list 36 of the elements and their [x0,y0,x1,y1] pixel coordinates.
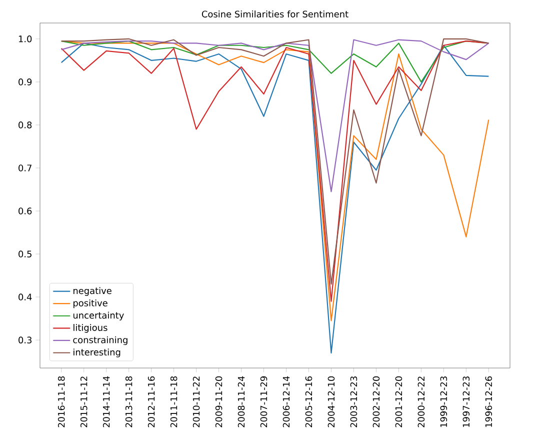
x-tick-label: 2013-11-18 [125,376,132,428]
x-tick-label: 2003-12-23 [350,376,358,428]
x-tick-label: 2002-12-20 [372,376,380,428]
x-tick-label: 2007-11-29 [260,376,268,428]
x-tick-label: 2015-11-12 [80,376,88,428]
chart-title: Cosine Similarities for Sentiment [202,10,348,18]
y-tick-label: 0.5 [18,250,32,258]
x-tick-label: 2000-12-22 [418,376,425,428]
y-tick-label: 0.9 [18,78,32,86]
x-tick-label: 2001-12-20 [395,376,402,428]
x-tick-label: 2004-12-10 [328,376,335,428]
legend-label: uncertainty [73,312,124,320]
x-tick-label: 1996-12-26 [485,376,492,427]
legend-label: positive [74,299,108,308]
x-tick-label: 1999-12-23 [440,376,448,427]
y-tick-label: 1.0 [18,36,32,42]
legend-label: litigious [74,324,108,333]
legend-label: interesting [74,348,120,358]
y-tick-label: 0.4 [18,294,32,300]
x-tick-label: 2016-11-18 [58,376,65,428]
x-tick-label: 2008-11-24 [238,376,245,428]
x-tick-label: 2010-11-22 [192,376,200,428]
y-tick-label: 0.8 [18,122,32,128]
y-tick-label: 0.3 [18,336,32,344]
x-tick-label: 2012-11-16 [148,376,155,428]
legend-label: constraining [73,336,128,345]
y-tick-label: 0.7 [18,164,32,172]
y-tick-label: 0.6 [18,208,32,214]
x-tick-label: 2014-11-14 [102,376,110,428]
x-tick-label: 2006-12-14 [282,376,290,428]
x-tick-label: 2011-11-18 [170,376,178,428]
legend-label: negative [74,287,112,296]
line-series [60,39,490,192]
x-tick-label: 1997-12-23 [462,376,470,427]
x-tick-label: 2009-11-20 [215,376,222,428]
x-tick-label: 2005-12-16 [305,376,312,428]
